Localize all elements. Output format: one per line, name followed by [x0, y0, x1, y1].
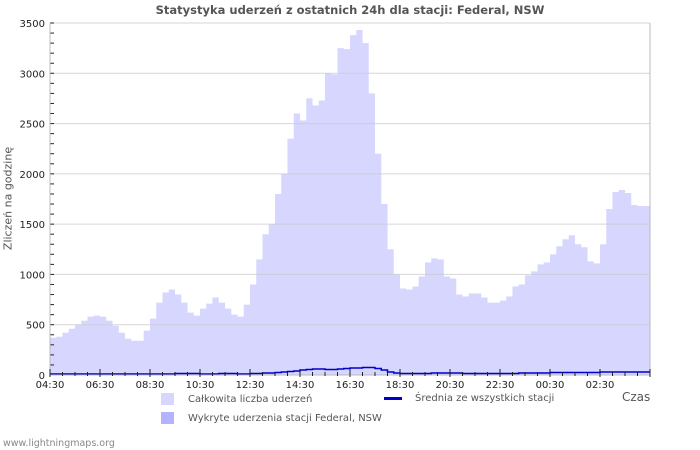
- x-tick-label: 10:30: [186, 380, 215, 391]
- x-tick-label: 14:30: [286, 380, 315, 391]
- chart-title: Statystyka uderzeń z ostatnich 24h dla s…: [155, 3, 545, 17]
- total-strikes-area: [50, 30, 650, 375]
- y-tick-label: 0: [39, 371, 45, 382]
- x-tick-label: 00:30: [536, 380, 565, 391]
- x-tick-label: 22:30: [486, 380, 515, 391]
- x-tick-label: 04:30: [36, 380, 65, 391]
- x-tick-label: 12:30: [236, 380, 265, 391]
- y-tick-label: 500: [26, 321, 45, 332]
- legend-label-station: Wykryte uderzenia stacji Federal, NSW: [188, 412, 382, 424]
- legend-label-total: Całkowita liczba uderzeń: [188, 393, 313, 405]
- y-tick-label: 3000: [20, 69, 45, 80]
- footer-source-link[interactable]: www.lightningmaps.org: [3, 438, 115, 449]
- legend-swatch-average: [384, 397, 402, 400]
- y-tick-label: 3500: [20, 19, 45, 30]
- x-tick-label: 08:30: [136, 380, 165, 391]
- y-tick-label: 1500: [20, 220, 45, 231]
- legend-swatch-total: [161, 393, 174, 405]
- x-tick-label: 06:30: [86, 380, 115, 391]
- x-tick-label: 16:30: [336, 380, 365, 391]
- x-tick-label: 02:30: [586, 380, 615, 391]
- legend-swatch-station: [161, 412, 174, 424]
- x-tick-label: 18:30: [386, 380, 415, 391]
- legend-item-station: Wykryte uderzenia stacji Federal, NSW: [161, 412, 382, 424]
- x-axis-label: Czas: [622, 390, 651, 404]
- y-tick-label: 2500: [20, 120, 45, 131]
- y-tick-label: 1000: [20, 270, 45, 281]
- y-tick-label: 2000: [20, 170, 45, 181]
- x-tick-label: 20:30: [436, 380, 465, 391]
- legend-label-average: Średnia ze wszystkich stacji: [415, 393, 555, 404]
- legend-item-total: Całkowita liczba uderzeń: [161, 393, 312, 405]
- legend-item-average: Średnia ze wszystkich stacji: [384, 393, 554, 404]
